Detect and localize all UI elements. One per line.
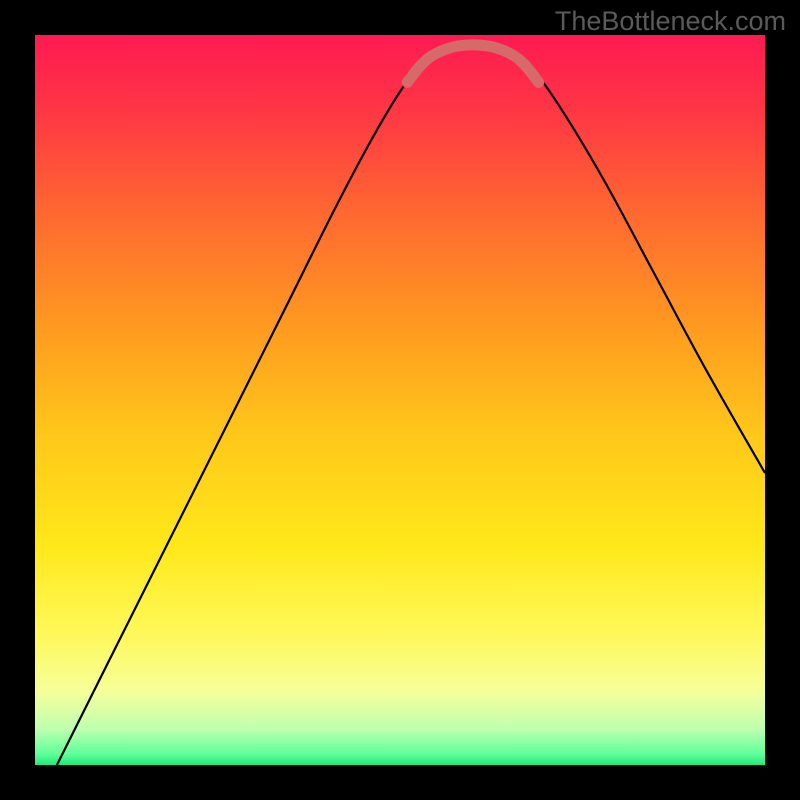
plot-area bbox=[35, 35, 765, 765]
bottleneck-curve bbox=[57, 41, 765, 765]
curve-layer bbox=[35, 35, 765, 765]
optimal-range-highlight bbox=[407, 45, 538, 82]
watermark-text: TheBottleneck.com bbox=[555, 6, 786, 37]
chart-container: TheBottleneck.com bbox=[0, 0, 800, 800]
